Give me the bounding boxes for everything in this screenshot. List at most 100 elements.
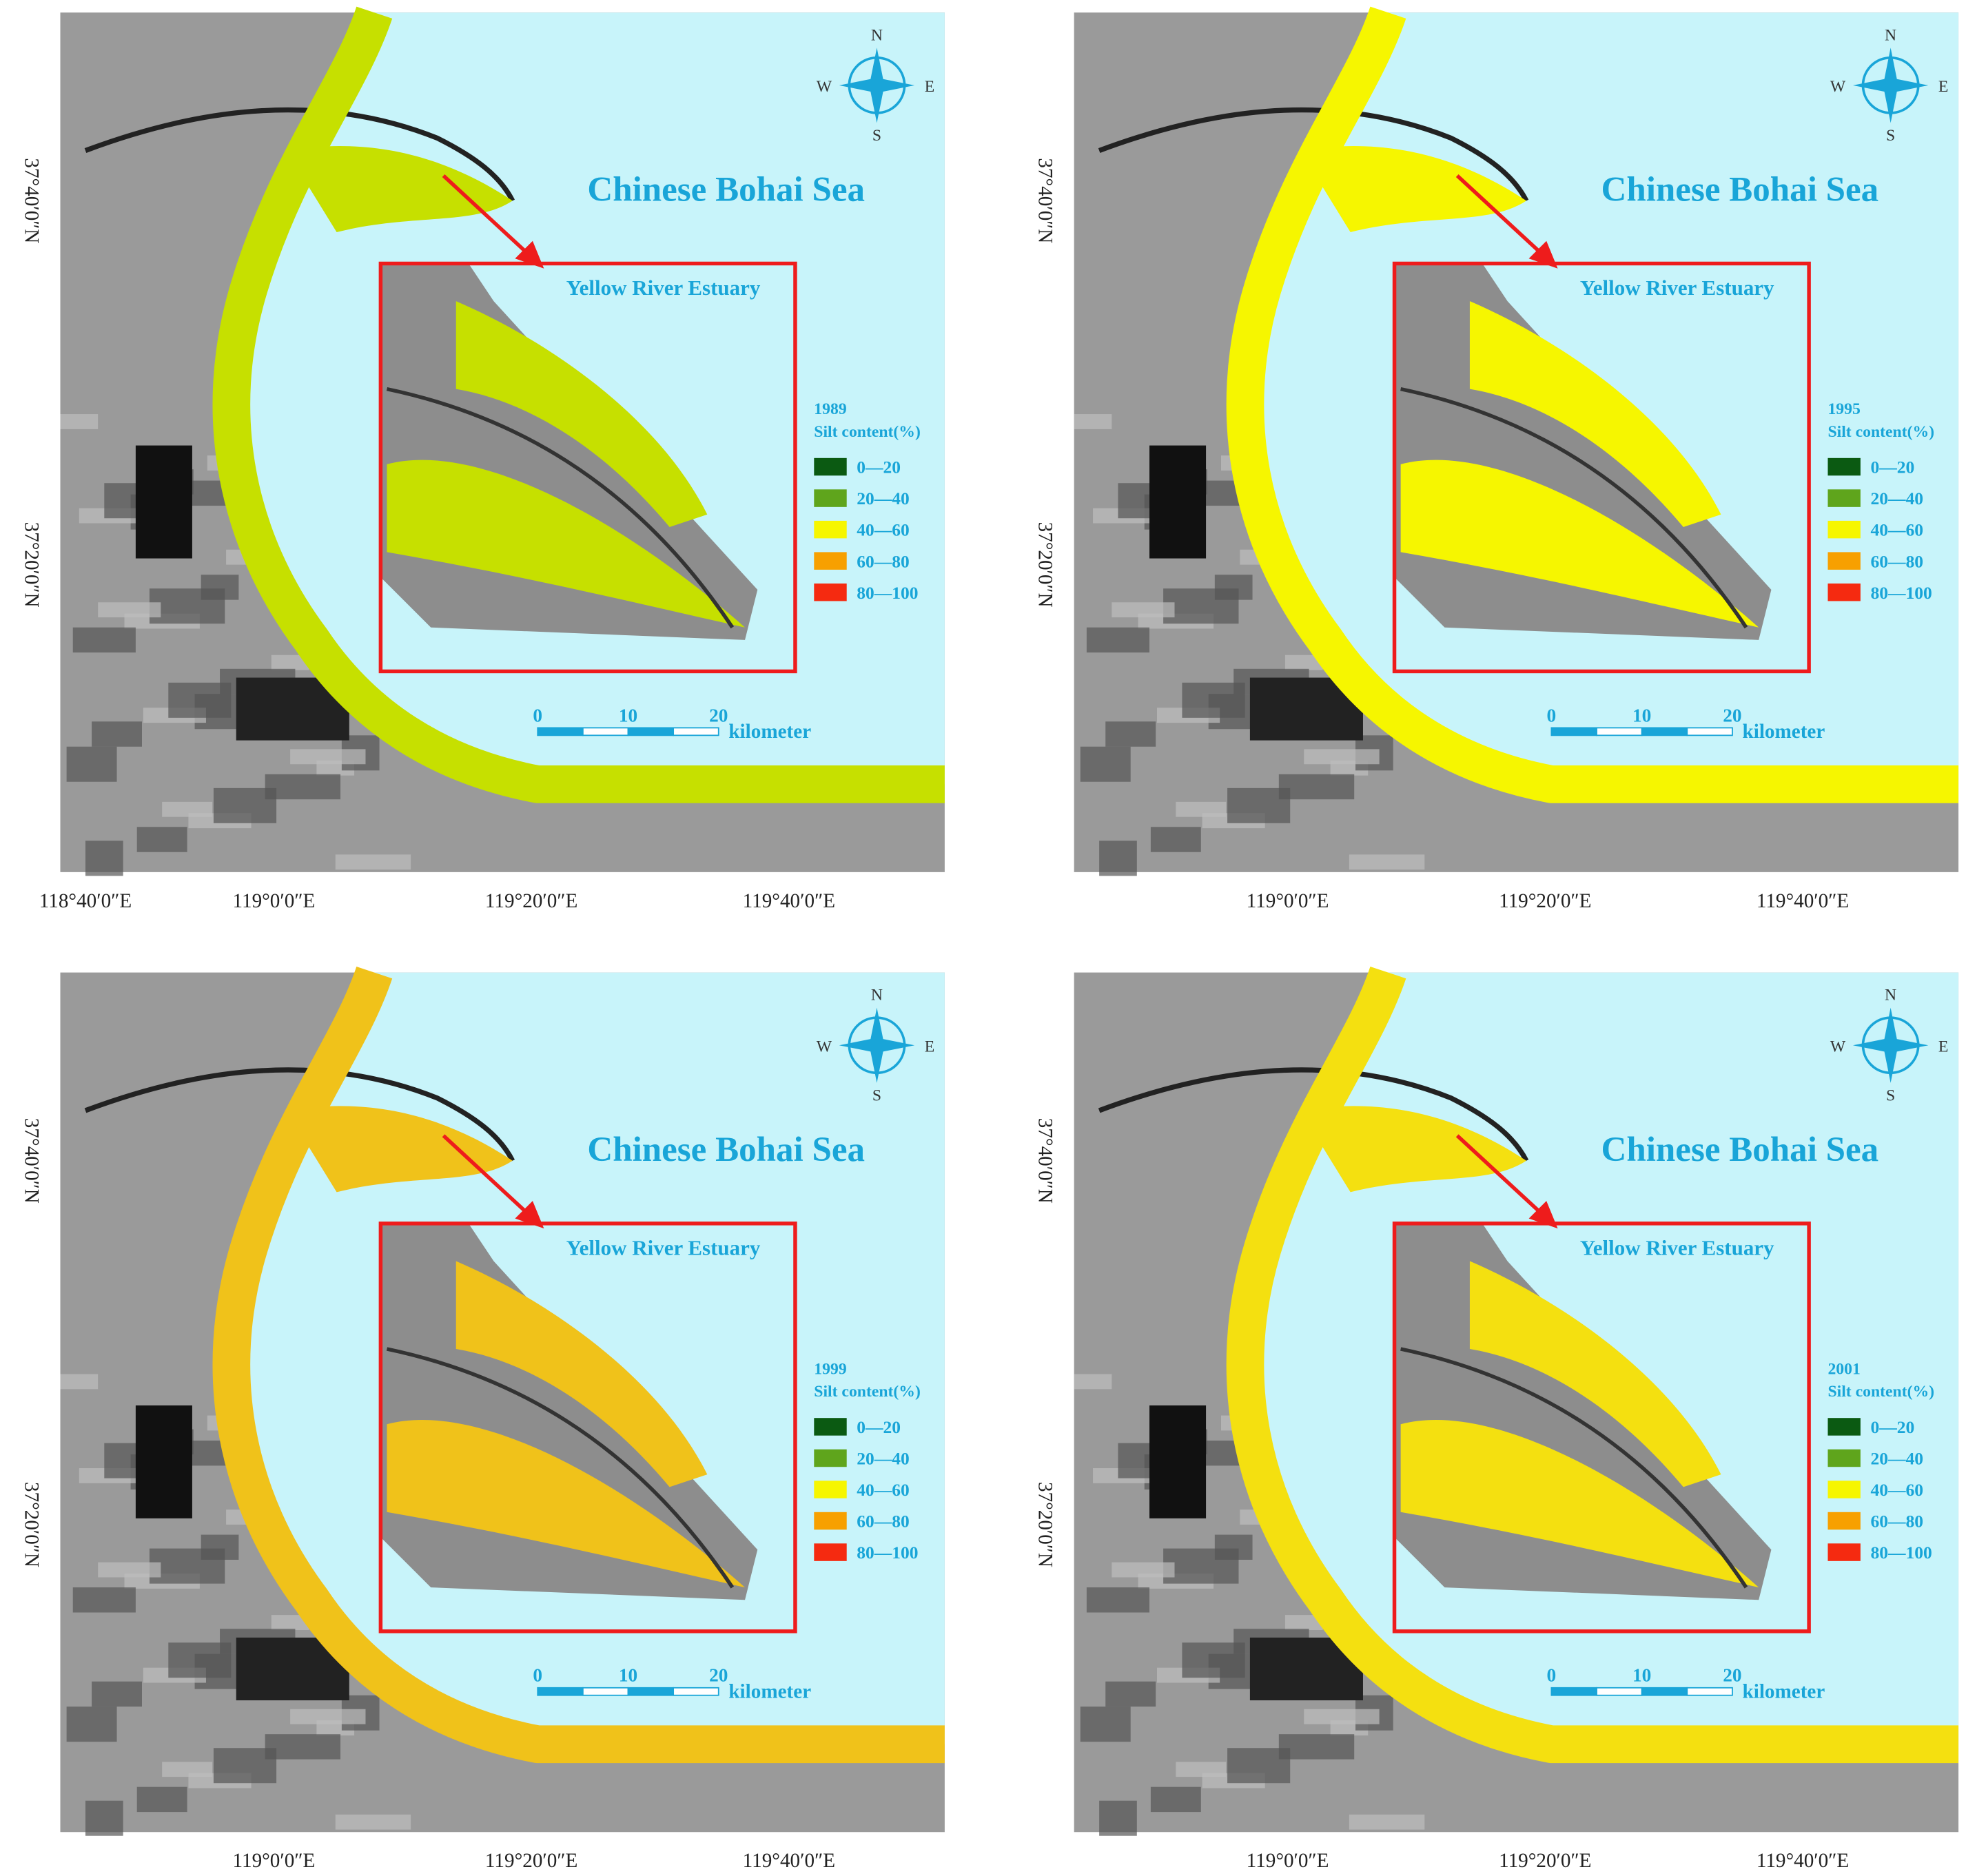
scale-label: 20 — [1723, 1665, 1741, 1686]
land-patch — [213, 1748, 277, 1784]
inset-frame — [1392, 261, 1811, 674]
land-patch — [1112, 1562, 1175, 1578]
land-patch — [1105, 721, 1156, 747]
legend-label: 60—80 — [857, 551, 910, 571]
land-patch — [271, 654, 309, 670]
scale-label: 0 — [1547, 705, 1557, 725]
land-patch — [290, 1709, 366, 1724]
lon-label: 119°40′0″E — [1757, 890, 1849, 912]
scale-label: 20 — [1723, 705, 1741, 725]
legend-swatch — [814, 1481, 847, 1498]
river — [1098, 1067, 1529, 1162]
scale-segment — [1686, 1687, 1733, 1696]
scale-segment — [627, 1687, 675, 1696]
land-patch — [85, 1800, 123, 1836]
compass-letter: W — [817, 1038, 832, 1055]
compass-letter: S — [1886, 1086, 1895, 1104]
land-patch — [136, 827, 187, 852]
scale-unit: kilometer — [728, 1680, 811, 1702]
inset-label: Yellow River Estuary — [1580, 1235, 1774, 1259]
inset-silt — [1469, 1261, 1721, 1487]
land-patch — [265, 774, 341, 800]
land-patch — [1284, 654, 1323, 670]
lon-label: 119°40′0″E — [743, 1850, 835, 1872]
legend-label: 0—20 — [857, 1417, 901, 1437]
legend-label: 60—80 — [1870, 551, 1923, 571]
legend-swatch — [814, 1512, 847, 1530]
legend-label: 20—40 — [1870, 1449, 1923, 1469]
scale-segment — [673, 727, 719, 736]
legend-swatch — [1827, 1418, 1861, 1436]
silt-band — [1226, 6, 1959, 803]
land-patch — [1080, 746, 1131, 782]
lon-label: 119°0′0″E — [1247, 1850, 1329, 1872]
inset-frame — [378, 1222, 797, 1633]
scale-unit: kilometer — [1743, 1680, 1825, 1702]
silt-band — [212, 966, 945, 1764]
inset-label: Yellow River Estuary — [566, 276, 761, 300]
silt-lobe — [1300, 1106, 1526, 1193]
compass-letter: W — [1830, 1038, 1846, 1055]
land-patch — [85, 841, 123, 876]
land-patch — [1278, 774, 1355, 800]
lon-label: 119°40′0″E — [1757, 1850, 1849, 1872]
land-patch — [1086, 1587, 1150, 1613]
legend-label: 80—100 — [857, 583, 918, 603]
scale-unit: kilometer — [728, 721, 811, 743]
silt-lobe — [1300, 145, 1526, 232]
legend-swatch — [814, 1449, 847, 1467]
land-patch — [1182, 682, 1245, 718]
arrow — [1455, 174, 1543, 255]
compass-letter: E — [925, 78, 934, 96]
compass-letter: S — [872, 127, 881, 145]
land-patch — [136, 1786, 187, 1813]
inset-silt — [1400, 1420, 1759, 1588]
lat-label: 37°40′0″N — [1034, 1118, 1056, 1204]
inset-river — [386, 386, 735, 629]
land-patch — [98, 602, 161, 618]
compass-letter: S — [1886, 127, 1895, 145]
scale-label: 0 — [533, 1665, 542, 1686]
scale-label: 0 — [533, 705, 542, 725]
land-patch — [213, 787, 277, 823]
land-patch — [1163, 1548, 1239, 1584]
land-patch — [335, 854, 411, 870]
legend-swatch — [1827, 457, 1861, 476]
land-patch — [335, 1814, 411, 1830]
land-patch — [149, 588, 225, 624]
legend-label: 20—40 — [857, 488, 910, 508]
land-patch — [1086, 627, 1150, 653]
land-patch — [265, 1734, 341, 1760]
legend-label: 60—80 — [1870, 1512, 1923, 1532]
lon-label: 118°40′0″E — [39, 890, 132, 912]
legend-swatch — [1827, 1481, 1861, 1498]
legend-swatch — [814, 1543, 847, 1561]
inset-silt — [387, 460, 746, 628]
land-patch — [98, 1562, 161, 1578]
land-patch — [92, 1681, 142, 1707]
silt-lobe — [286, 1106, 513, 1193]
arrow — [442, 174, 529, 255]
scale-segment — [537, 1687, 584, 1696]
scale-label: 0 — [1547, 1665, 1557, 1686]
legend-swatch — [814, 520, 847, 539]
compass-letter: N — [871, 26, 883, 44]
compass-star — [1852, 48, 1929, 123]
map-panel: Chinese Bohai Sea Yellow River Estuary N S W… — [1034, 6, 1959, 912]
legend-label: 40—60 — [1870, 520, 1923, 540]
legend-title: Silt content(%) — [1827, 423, 1934, 441]
inset-silt — [387, 1420, 746, 1588]
arrow — [442, 1134, 529, 1215]
land-patch — [1349, 854, 1425, 870]
map-title: Chinese Bohai Sea — [1601, 170, 1879, 209]
land-patch — [1278, 1734, 1355, 1760]
land-patch — [72, 627, 136, 653]
pond — [135, 1405, 192, 1518]
compass-letter: N — [1885, 987, 1896, 1004]
scale-segment — [1596, 1687, 1643, 1696]
legend-label: 0—20 — [857, 457, 901, 477]
scale-segment — [582, 727, 629, 736]
scale-label: 10 — [1632, 705, 1651, 725]
scale-unit: kilometer — [1743, 721, 1825, 743]
map-panel: Chinese Bohai Sea Yellow River Estuary N S W… — [1034, 966, 1959, 1872]
